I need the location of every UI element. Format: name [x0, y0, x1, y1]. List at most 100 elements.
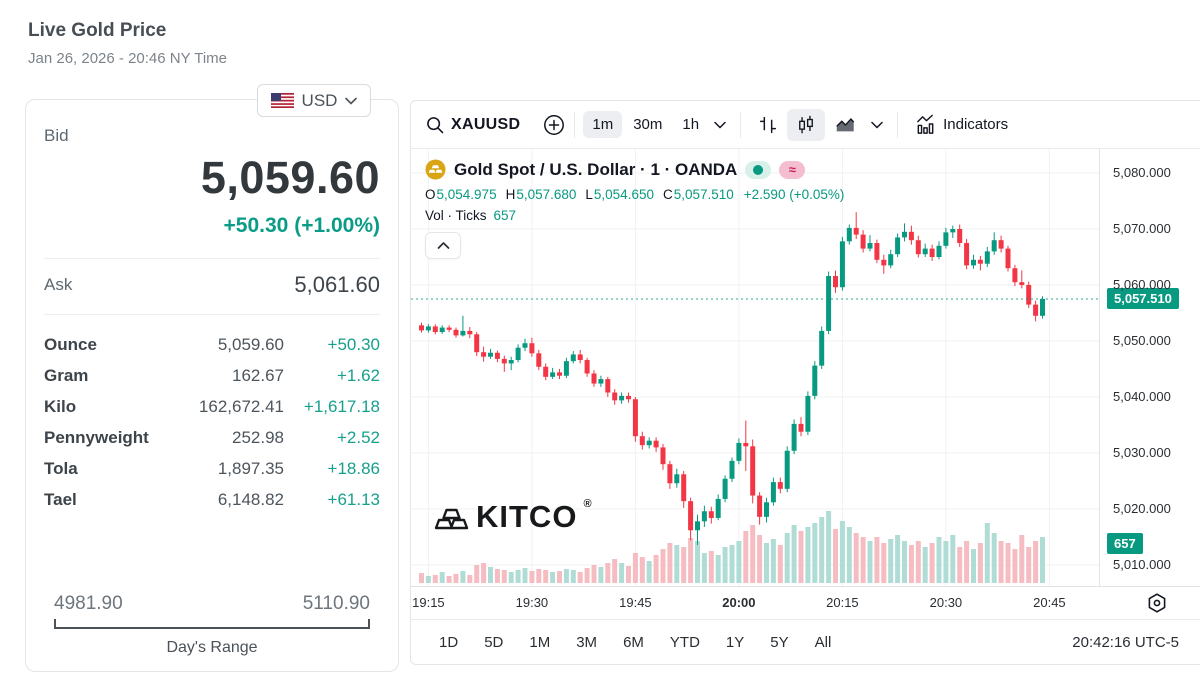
- unit-label: Ounce: [44, 334, 97, 354]
- range-bracket: [54, 619, 370, 629]
- unit-value: 5,059.60: [217, 334, 284, 354]
- price-axis[interactable]: 5,057.510 657 5,080.000 5,070.000 5,060.00…: [1099, 149, 1200, 586]
- unit-change: +1,617.18: [303, 396, 380, 416]
- ohlc-values: O5,054.975 H5,057.680 L5,054.650 C5,057.510…: [425, 187, 844, 202]
- chevron-down-icon: [345, 97, 358, 105]
- unit-change: +1.62: [336, 365, 380, 385]
- toolbar-separator: [574, 111, 576, 138]
- unit-value: 1,897.35: [217, 458, 284, 478]
- range-high: 5110.90: [302, 593, 370, 614]
- collapse-legend-button[interactable]: [425, 232, 461, 259]
- unit-row: Kilo 162,672.41 +1,617.18: [44, 391, 380, 422]
- ask-price: 5,061.60: [294, 272, 380, 297]
- time-axis-label: 20:30: [929, 595, 963, 610]
- range-5d[interactable]: 5D: [476, 630, 511, 655]
- unit-row: Ounce 5,059.60 +50.30: [44, 329, 380, 360]
- volume-row: Vol · Ticks 657: [425, 208, 844, 223]
- gold-coin-icon: [425, 159, 446, 180]
- time-axis-label: 19:45: [619, 595, 652, 610]
- volume-bars-layer: [419, 511, 1045, 583]
- unit-change: +61.13: [327, 489, 380, 509]
- us-flag-icon: [270, 93, 294, 108]
- ohlc-item: H5,057.680: [505, 187, 577, 202]
- chart-plot-area[interactable]: 5,057.510 657 5,080.000 5,070.000 5,060.00…: [411, 149, 1200, 586]
- toolbar-separator: [897, 111, 899, 138]
- time-axis[interactable]: 19:15 19:30 19:45 20:00 20:15 20:30 20:45: [411, 586, 1200, 619]
- chart-toolbar: XAUUSD 1m 30m 1h Indicators: [411, 101, 1200, 149]
- range-5y[interactable]: 5Y: [762, 630, 796, 655]
- bar-style-bars-icon[interactable]: [749, 109, 787, 141]
- range-label: Day's Range: [166, 639, 258, 656]
- ohlc-change: +2.590 (+0.05%): [743, 187, 845, 202]
- unit-row: Tola 1,897.35 +18.86: [44, 453, 380, 484]
- range-1m[interactable]: 1M: [521, 630, 558, 655]
- compare-add-icon[interactable]: [542, 113, 566, 137]
- time-axis-label: 20:15: [826, 595, 859, 610]
- timeframe-menu-chevron-icon[interactable]: [708, 121, 732, 129]
- range-1d[interactable]: 1D: [431, 630, 466, 655]
- price-axis-label: 5,010.000: [1113, 557, 1171, 572]
- bar-style-candles-icon[interactable]: [787, 108, 826, 141]
- symbol-search-box[interactable]: XAUUSD: [451, 115, 521, 133]
- range-all[interactable]: All: [807, 630, 840, 655]
- time-axis-label: 20:45: [1033, 595, 1066, 610]
- chart-card: XAUUSD 1m 30m 1h Indicators 5,057.: [410, 100, 1200, 665]
- page-date: Jan 26, 2026 - 20:46 NY Time: [28, 50, 228, 67]
- toolbar-separator: [740, 111, 742, 138]
- timeframe-1m[interactable]: 1m: [583, 111, 623, 138]
- price-axis-label: 5,020.000: [1113, 501, 1171, 516]
- unit-value: 252.98: [232, 427, 284, 447]
- indicators-button[interactable]: Indicators: [906, 108, 1016, 141]
- days-range-block: 4981.90 5110.90 Day's Range: [44, 593, 380, 657]
- vol-label: Vol · Ticks: [425, 208, 487, 223]
- last-price-badge: 5,057.510: [1107, 288, 1179, 309]
- unit-row: Tael 6,148.82 +61.13: [44, 484, 380, 515]
- kitco-watermark-text: KITCO: [476, 499, 578, 534]
- registered-mark: ®: [583, 498, 592, 510]
- range-6m[interactable]: 6M: [615, 630, 652, 655]
- market-open-dot-icon: [753, 164, 764, 175]
- bid-price: 5,059.60: [200, 152, 380, 203]
- unit-row: Gram 162.67 +1.62: [44, 360, 380, 391]
- candles-layer: [419, 212, 1045, 545]
- chart-bottom-bar: 1D 5D 1M 3M 6M YTD 1Y 5Y All 20:42:16 UTC-5: [411, 619, 1200, 665]
- unit-label: Kilo: [44, 396, 77, 416]
- unit-change: +50.30: [327, 334, 380, 354]
- price-axis-label: 5,030.000: [1113, 445, 1171, 460]
- range-ytd[interactable]: YTD: [662, 630, 708, 655]
- delayed-data-pill[interactable]: ≈: [779, 160, 806, 179]
- unit-label: Tael: [44, 489, 77, 509]
- search-icon[interactable]: [425, 115, 445, 135]
- chart-clock: 20:42:16 UTC-5: [1072, 634, 1179, 651]
- unit-change: +18.86: [327, 458, 380, 478]
- divider: [44, 258, 380, 259]
- price-axis-label: 5,070.000: [1113, 221, 1171, 236]
- ohlc-item: C5,057.510: [662, 187, 734, 202]
- vol-value: 657: [493, 208, 517, 223]
- symbol-title[interactable]: Gold Spot / U.S. Dollar · 1 · OANDA: [454, 159, 738, 179]
- timeframe-30m[interactable]: 30m: [624, 111, 671, 138]
- range-1y[interactable]: 1Y: [718, 630, 752, 655]
- unit-row: Pennyweight 252.98 +2.52: [44, 422, 380, 453]
- currency-label: USD: [301, 90, 338, 110]
- style-menu-chevron-icon[interactable]: [865, 121, 889, 129]
- axis-settings-icon[interactable]: [1145, 591, 1169, 615]
- price-axis-label: 5,080.000: [1113, 165, 1171, 180]
- unit-price-table: Ounce 5,059.60 +50.30 Gram 162.67 +1.62 Kilo 16…: [44, 329, 380, 515]
- time-axis-label: 20:00: [722, 595, 756, 610]
- ohlc-item: O5,054.975: [425, 187, 497, 202]
- bar-style-area-icon[interactable]: [825, 109, 865, 141]
- unit-label: Tola: [44, 458, 78, 478]
- page-title: Live Gold Price: [28, 20, 167, 41]
- currency-selector[interactable]: USD: [257, 84, 371, 117]
- unit-label: Pennyweight: [44, 427, 149, 447]
- market-status-pill[interactable]: [745, 160, 772, 179]
- price-axis-label: 5,060.000: [1113, 277, 1171, 292]
- bid-label: Bid: [44, 126, 69, 145]
- quote-card: Bid 5,059.60 +50.30 (+1.00%) Ask 5,061.6…: [25, 99, 399, 672]
- unit-value: 162.67: [232, 365, 284, 385]
- unit-value: 162,672.41: [198, 396, 284, 416]
- price-axis-label: 5,040.000: [1113, 389, 1171, 404]
- range-3m[interactable]: 3M: [568, 630, 605, 655]
- timeframe-1h[interactable]: 1h: [673, 111, 708, 138]
